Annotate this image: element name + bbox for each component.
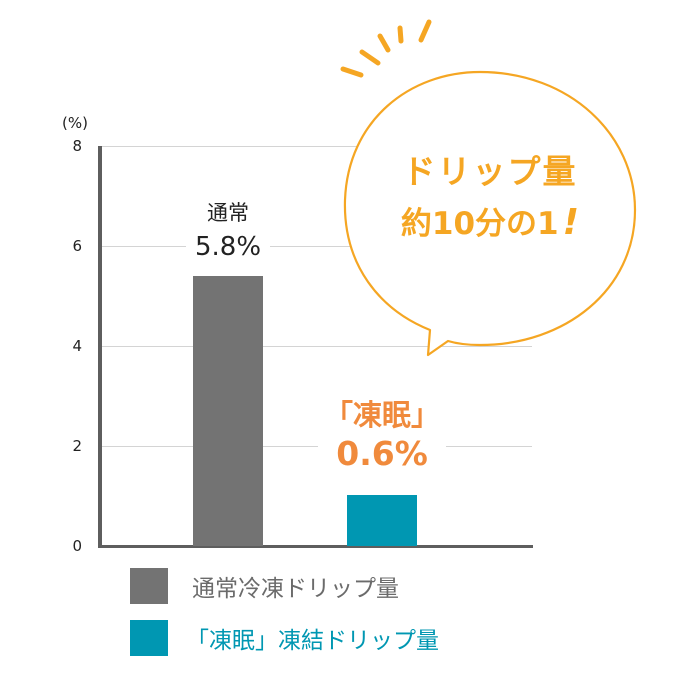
bar-label-tomin-name: 「凍眠」 — [318, 392, 446, 434]
y-tick-2: 2 — [72, 437, 82, 455]
bar-label-normal-value: 5.8% — [186, 232, 270, 262]
y-tick-0: 0 — [72, 537, 82, 555]
gridline-8 — [102, 146, 532, 147]
bar-label-normal-name: 通常 — [207, 201, 249, 225]
y-tick-4: 4 — [72, 337, 82, 355]
legend-label-tomin: 「凍眠」凍結ドリップ量 — [186, 628, 439, 654]
legend-label-normal: 通常冷凍ドリップ量 — [192, 576, 399, 602]
legend-swatch-normal — [130, 568, 168, 604]
bubble-line2: 約10分の1! — [370, 198, 610, 243]
x-axis — [98, 545, 533, 548]
gridline-4 — [102, 346, 532, 347]
gridline-2 — [102, 446, 532, 447]
bar-normal-freezing — [193, 276, 263, 546]
exclamation-icon: ! — [562, 202, 580, 243]
legend-swatch-tomin — [130, 620, 168, 656]
bar-label-tomin-value: 0.6% — [318, 434, 446, 473]
y-tick-6: 6 — [72, 237, 82, 255]
bubble-line2-text: 約10分の1 — [400, 206, 559, 242]
y-axis-unit: (%) — [62, 114, 88, 132]
gridline-6 — [102, 246, 532, 247]
y-axis — [98, 146, 102, 548]
y-tick-8: 8 — [72, 137, 82, 155]
bubble-line1: ドリップ量 — [402, 152, 578, 191]
bar-tomin-freezing — [347, 495, 417, 546]
